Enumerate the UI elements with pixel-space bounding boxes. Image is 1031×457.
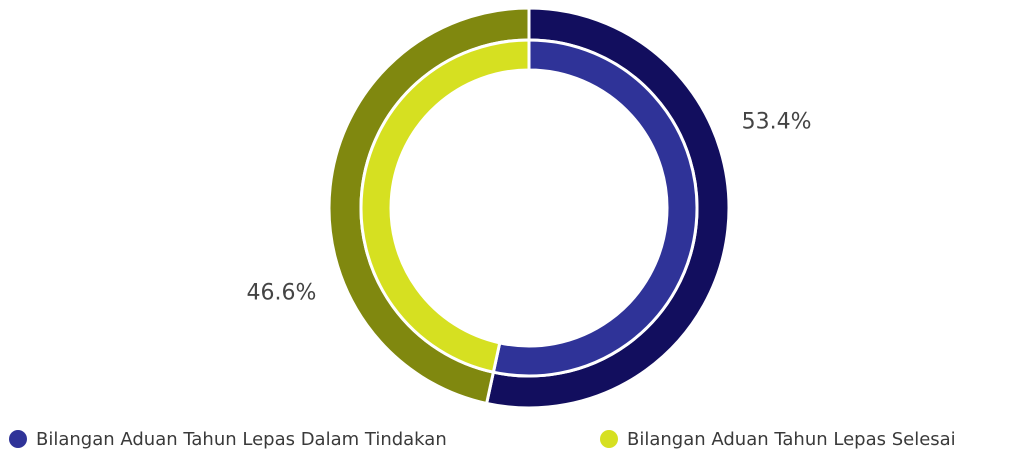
slice-inner bbox=[491, 38, 699, 378]
slice-inner bbox=[359, 38, 531, 374]
legend-label: Bilangan Aduan Tahun Lepas Selesai bbox=[627, 429, 956, 450]
legend-marker bbox=[600, 430, 618, 448]
legend-label: Bilangan Aduan Tahun Lepas Dalam Tindaka… bbox=[36, 429, 447, 450]
legend-marker bbox=[9, 430, 27, 448]
value-label: 46.6% bbox=[246, 281, 316, 306]
value-label: 53.4% bbox=[742, 109, 812, 134]
